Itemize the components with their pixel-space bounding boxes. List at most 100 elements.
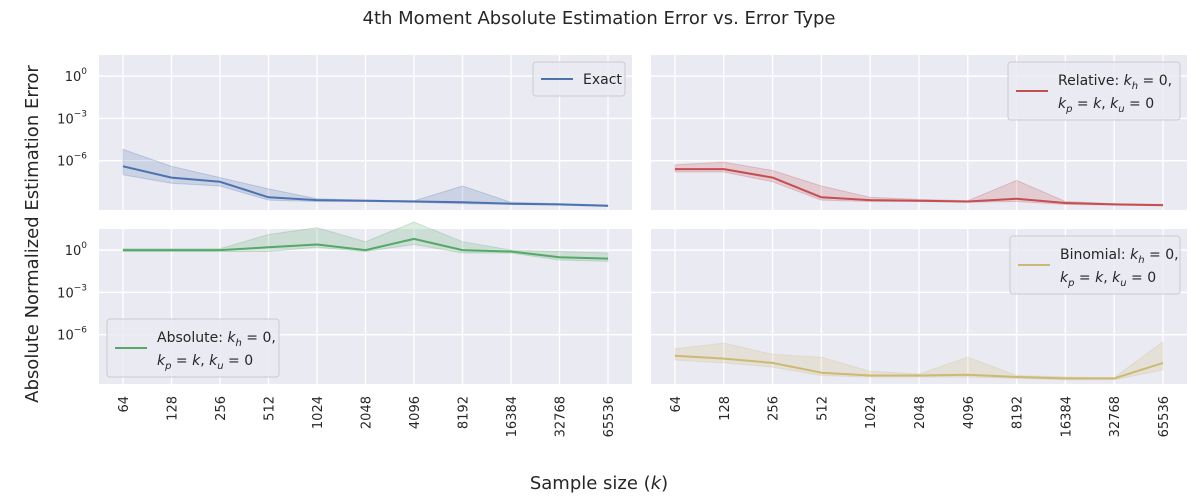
y-tick-base: 10 [57,329,74,344]
legend-frame [1009,235,1181,295]
y-tick-exponent: −6 [74,152,88,162]
x-tick-label: 32768 [554,396,569,437]
x-tick-label: 128 [718,396,733,421]
y-tick-label: 10−6 [57,326,87,344]
legend-frame [1007,61,1181,121]
y-tick-base: 10 [57,112,74,127]
x-tick-label: 256 [767,396,782,421]
y-tick-exponent: −3 [74,109,87,119]
legend-label-line-1: Binomial: kh​ = 0, [1060,247,1179,266]
legend-math-subscript: u [1118,104,1124,115]
x-tick-label: 65536 [1157,396,1172,437]
legend-math-subscript: h [1132,81,1138,92]
x-tick-label: 32768 [1108,396,1123,437]
legend: Absolute: kh​ = 0, kp​ = k, ku​ = 0 [106,318,280,378]
legend: Binomial: kh​ = 0, kp​ = k, ku​ = 0 [1009,235,1181,295]
legend-text-run: = 0, [242,330,276,346]
x-tick-label: 65536 [602,396,617,437]
legend-text-run: = 0, [1145,247,1179,263]
series-line [675,168,1164,207]
y-tick-label: 10−6 [57,152,87,170]
series-line [122,165,609,207]
x-tick-label: 2048 [360,396,375,429]
x-tick-label: 4096 [962,396,977,429]
x-tick-label: 512 [815,396,830,421]
subplot-2: Relative: kh​ = 0, kp​ = k, ku​ = 0 [651,55,1187,210]
legend-text-run: = [1074,270,1095,286]
confidence-band [674,340,1164,381]
legend-math-subscript: h [235,338,241,349]
y-tick-label: 100 [65,67,88,85]
chart-title: 4th Moment Absolute Estimation Error vs.… [363,8,836,29]
legend-math-subscript: h [1138,255,1144,266]
legend-text-run: = 0, [1138,73,1172,89]
legend-math-var: k [1093,96,1102,112]
y-tick-label: 10−3 [57,109,87,127]
y-tick-exponent: 0 [81,67,87,77]
x-tick-label: 8192 [457,396,472,429]
x-tick-label: 16384 [505,396,520,437]
legend-math-subscript: u [217,361,223,372]
y-tick-label: 100 [65,241,88,259]
x-tick-label: 16384 [1059,396,1074,437]
legend-math-var: k [1124,73,1133,89]
legend-text-run: = 0 [1127,270,1157,286]
x-tick-label: 64 [117,396,132,413]
legend-math-var: k [227,330,236,346]
x-axis-label: Sample size (k) [530,473,668,494]
legend-label-line-2: kp​ = k, ku​ = 0 [157,353,253,372]
legend: Exact [532,61,626,97]
x-tick-label: 512 [263,396,278,421]
legend-math-subscript: u [1120,278,1126,289]
legend-math-var: k [209,353,218,369]
subplot-4: 64 128 256 512 1024 2048 4096 8192 16384 32768 655… [651,229,1187,437]
legend-text-run: Binomial: [1060,247,1130,263]
x-tick-label: 4096 [408,396,423,429]
x-tick-label: 128 [166,396,181,421]
x-tick-label: 2048 [913,396,928,429]
x-axis-label-close: ) [661,473,668,494]
legend-math-subscript: p [164,361,171,372]
legend-label-line-2: kp​ = k, ku​ = 0 [1058,96,1154,115]
y-tick-exponent: −3 [74,283,87,293]
legend-text-run: = [171,353,192,369]
series-line [674,354,1164,380]
y-tick-label: 10−3 [57,283,87,301]
legend-math-var: k [1095,270,1104,286]
legend-math-var: k [192,353,201,369]
legend-text-run: Relative: [1058,73,1124,89]
x-tick-label: 1024 [311,396,326,429]
y-tick-exponent: 0 [81,241,87,251]
x-tick-label: 256 [214,396,229,421]
y-tick-base: 10 [65,70,82,85]
x-tick-label: 8192 [1011,396,1026,429]
legend-text-run: , [200,353,209,369]
legend-label-line-2: kp​ = k, ku​ = 0 [1060,270,1156,289]
x-axis-label-var: k [651,473,663,494]
confidence-band [122,148,609,208]
x-tick-label: 64 [669,396,684,413]
legend-math-subscript: p [1065,104,1072,115]
legend-math-var: k [1112,270,1121,286]
legend-text-run: , [1103,270,1112,286]
legend-label: Exact [583,72,622,88]
legend-frame [532,61,626,97]
y-tick-base: 10 [57,286,74,301]
legend-math-var: k [1060,270,1069,286]
legend-text-run: Absolute: [157,330,227,346]
legend-math-var: k [1058,96,1067,112]
legend-math-var: k [1110,96,1119,112]
legend-label-line-1: Relative: kh​ = 0, [1058,73,1172,92]
x-axis-label-text: Sample size ( [530,473,651,494]
y-tick-base: 10 [65,244,82,259]
series-line [123,237,609,260]
x-tick-label: 1024 [864,396,879,429]
legend-text-run: , [1101,96,1110,112]
legend: Relative: kh​ = 0, kp​ = k, ku​ = 0 [1007,61,1181,121]
y-axis-label: Absolute Normalized Estimation Error [22,65,43,403]
legend-math-var: k [157,353,166,369]
